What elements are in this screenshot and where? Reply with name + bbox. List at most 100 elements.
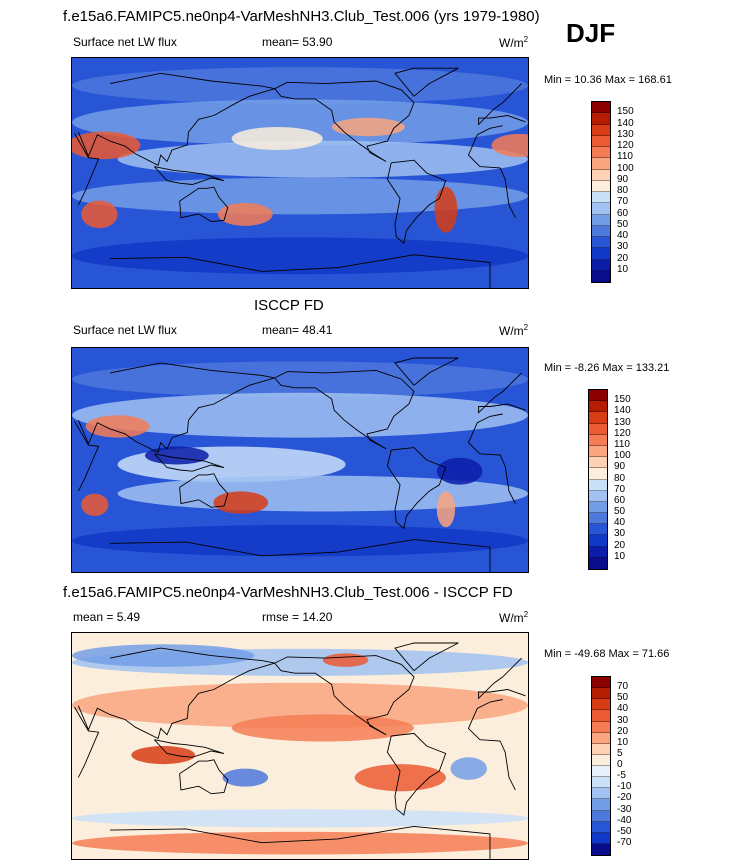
- coastline: [489, 689, 526, 697]
- coastline: [386, 159, 447, 245]
- coastline: [386, 447, 447, 530]
- colorbar-tick-label: 120: [617, 140, 634, 151]
- panel-3-rmse-label: rmse = 14.20: [262, 610, 333, 624]
- colorbar-tick-label: 70: [617, 196, 629, 208]
- field-contour: [72, 644, 255, 667]
- colorbar-segment: [592, 754, 610, 766]
- colorbar-tick-label: 60: [617, 207, 629, 219]
- panel-1-colorbar: [591, 101, 611, 283]
- colorbar-tick-label: 10: [614, 550, 626, 562]
- colorbar-tick-label: 90: [617, 173, 629, 185]
- coastline: [274, 80, 415, 162]
- colorbar-segment: [592, 180, 610, 192]
- coastline: [489, 413, 503, 417]
- field-contour: [81, 493, 109, 516]
- coastline: [179, 186, 229, 223]
- coastline: [179, 759, 229, 795]
- panel-2-minmax: Min = -8.26 Max = 133.21: [544, 362, 670, 374]
- colorbar-tick-label: 110: [614, 438, 630, 450]
- colorbar-segment: [592, 158, 610, 170]
- coastline: [110, 254, 491, 288]
- coastline: [77, 647, 275, 740]
- coastline: [478, 372, 522, 414]
- field-contour: [72, 524, 528, 557]
- field-contour: [72, 177, 528, 215]
- panel-1-variable-label: Surface net LW flux: [73, 35, 177, 49]
- colorbar-tick-label: -40: [617, 814, 632, 826]
- coastline: [489, 403, 526, 411]
- colorbar-tick-label: 70: [617, 681, 629, 693]
- coastline: [489, 125, 503, 129]
- map-canvas: [72, 58, 528, 288]
- colorbar-tick-label: -50: [617, 825, 632, 837]
- field-contour: [491, 133, 528, 157]
- colorbar-segment: [589, 513, 607, 525]
- colorbar-tick-label: 150: [617, 106, 634, 118]
- coastline: [394, 67, 459, 97]
- panel-1-title: f.e15a6.FAMIPC5.ne0np4-VarMeshNH3.Club_T…: [63, 8, 540, 25]
- colorbar-tick-label: -20: [617, 792, 632, 804]
- panel-2-units: W/m2: [499, 323, 529, 338]
- colorbar-segment: [589, 535, 607, 547]
- colorbar-tick-label: 90: [614, 461, 626, 473]
- colorbar-segment: [592, 169, 610, 181]
- colorbar-segment: [592, 147, 610, 159]
- colorbar-tick-label: 20: [614, 539, 626, 551]
- coastline: [489, 115, 526, 123]
- colorbar-tick-label: 30: [614, 528, 626, 540]
- colorbar-segment: [589, 479, 607, 491]
- coastline: [478, 657, 522, 700]
- colorbar-segment: [589, 524, 607, 536]
- coastline: [467, 701, 516, 791]
- colorbar-tick-label: 110: [617, 151, 633, 163]
- colorbar-segment: [589, 434, 607, 446]
- field-contour: [436, 457, 483, 485]
- colorbar-tick-label: 20: [617, 252, 629, 264]
- coastline: [110, 825, 491, 859]
- colorbar-tick-label: 50: [617, 218, 629, 230]
- colorbar-segment: [589, 412, 607, 424]
- colorbar-segment: [592, 214, 610, 226]
- coastline: [274, 655, 415, 736]
- colorbar-segment: [589, 468, 607, 480]
- colorbar-segment: [592, 732, 610, 744]
- colorbar-tick-label: 50: [614, 506, 626, 518]
- colorbar-segment: [592, 677, 610, 689]
- colorbar-tick-label: 40: [617, 230, 629, 241]
- colorbar-tick-label: 80: [617, 185, 629, 196]
- coastline: [154, 166, 225, 185]
- colorbar-segment: [592, 832, 610, 844]
- panel-2-colorbar: [588, 389, 608, 570]
- colorbar-segment: [592, 113, 610, 125]
- field-contour: [72, 682, 528, 728]
- field-contour: [72, 809, 528, 828]
- colorbar-segment: [589, 490, 607, 502]
- coastline: [394, 357, 459, 386]
- field-contour: [72, 237, 528, 275]
- coastline: [489, 699, 503, 703]
- coastline: [77, 362, 275, 454]
- field-contour: [72, 392, 528, 438]
- coastline: [74, 706, 100, 778]
- field-contour: [117, 140, 528, 178]
- colorbar-segment: [589, 423, 607, 435]
- coastline: [467, 127, 516, 218]
- colorbar-segment: [592, 124, 610, 136]
- field-contour: [85, 415, 150, 438]
- colorbar-tick-label: 60: [614, 494, 626, 506]
- field-contour: [222, 768, 269, 787]
- field-contour: [322, 653, 369, 667]
- field-contour: [231, 714, 414, 742]
- field-contour: [354, 764, 446, 792]
- colorbar-tick-label: 100: [614, 450, 631, 462]
- panel-1-units: W/m2: [499, 35, 529, 50]
- colorbar-segment: [592, 843, 610, 855]
- colorbar-segment: [589, 457, 607, 469]
- colorbar-tick-label: 40: [617, 703, 629, 715]
- coastline: [74, 133, 100, 206]
- coastline: [386, 732, 447, 816]
- colorbar-segment: [592, 710, 610, 722]
- colorbar-segment: [592, 743, 610, 755]
- colorbar-tick-label: 100: [617, 162, 634, 174]
- field-contour: [72, 361, 528, 398]
